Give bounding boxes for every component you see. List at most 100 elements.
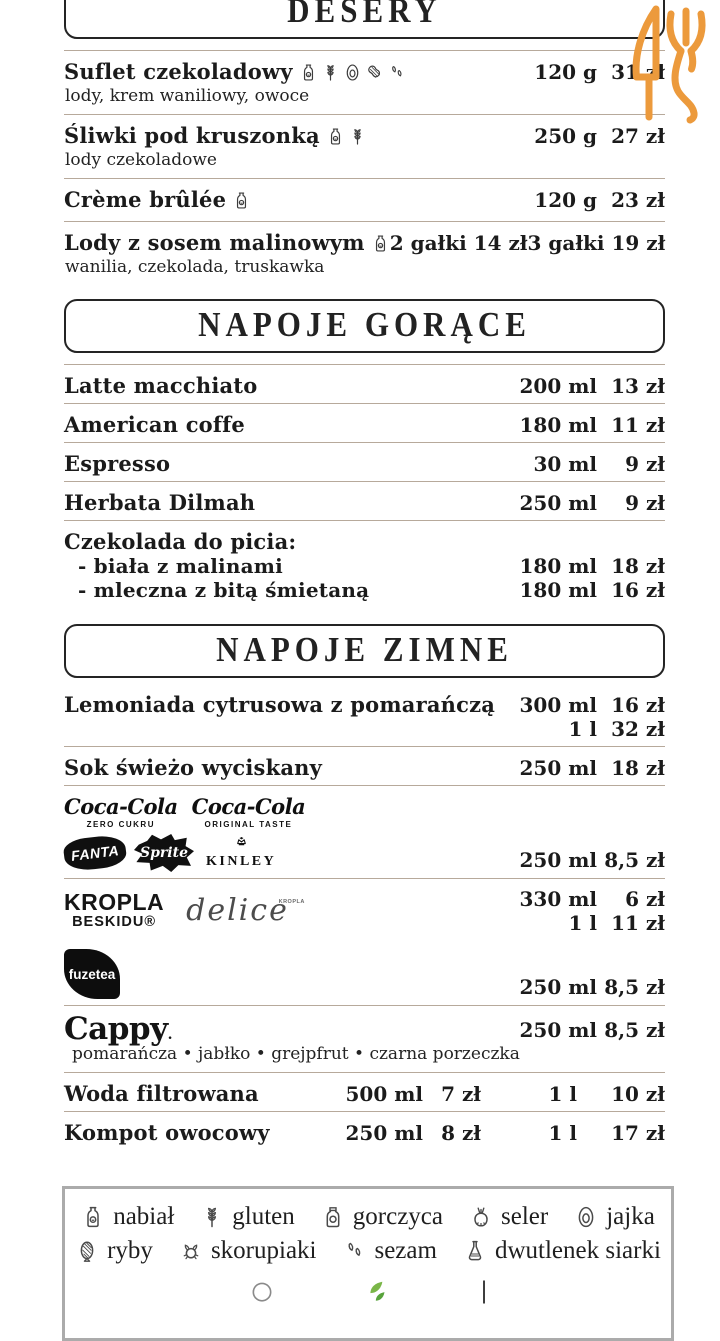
divider [64, 442, 665, 443]
item-volume: 250 ml [519, 756, 597, 780]
legend-row-3-clipped: | [71, 1274, 665, 1308]
menu-item-fuzetea: fuzetea 250 ml 8,5 zł [64, 941, 665, 1005]
menu-item: Czekolada do picia: - biała z malinami 1… [64, 521, 665, 610]
milk-icon [371, 234, 390, 253]
item-volume-2: 1 l [548, 1121, 577, 1145]
sesame-icon [342, 1239, 366, 1263]
item-name: Czekolada do picia: [64, 529, 297, 554]
egg-icon [343, 63, 362, 82]
item-volume: 250 ml [519, 491, 597, 515]
item-price: 8,5 zł [604, 975, 665, 999]
divider [64, 520, 665, 521]
mustard-icon [321, 1205, 345, 1229]
item-price: 27 zł [611, 124, 665, 148]
item-price: 8,5 zł [604, 848, 665, 872]
divider [64, 481, 665, 482]
item-volume-2: 1 l [548, 1082, 577, 1106]
section-title: DESERY [287, 0, 442, 31]
menu-item-soft-drinks: Coca-Cola ZERO CUKRU Coca-Cola ORIGINAL … [62, 786, 665, 878]
celery-icon [469, 1205, 493, 1229]
soy-icon [249, 1278, 275, 1304]
item-price-option-1: 2 gałki 14 zł [389, 231, 528, 255]
menu-item: Latte macchiato 200 ml 13 zł [64, 365, 665, 403]
egg-icon [574, 1205, 598, 1229]
divider [64, 178, 665, 179]
legend-label: gluten [232, 1203, 295, 1230]
menu-item: Espresso 30 ml 9 zł [64, 443, 665, 481]
crown-icon [235, 836, 248, 849]
item-volume: 250 g [534, 124, 597, 148]
item-price: 7 zł [441, 1082, 481, 1106]
menu-item: Sok świeżo wyciskany 250 ml 18 zł [64, 747, 665, 785]
item-description: wanilia, czekolada, truskawka [65, 257, 325, 277]
menu-item: Herbata Dilmah 250 ml 9 zł [64, 482, 665, 520]
item-price: 13 zł [611, 374, 665, 398]
menu-item: American coffe 180 ml 11 zł [64, 404, 665, 442]
item-price: 9 zł [625, 491, 665, 515]
fish-icon [75, 1239, 99, 1263]
item-name: Herbata Dilmah [64, 490, 256, 515]
gluten-icon [200, 1205, 224, 1229]
milk-icon [326, 127, 345, 146]
menu-item-water: KROPLA BESKIDU® delice KROPLA 330 ml 6 zł … [64, 879, 665, 941]
legend-label: ryby [107, 1237, 153, 1264]
milk-icon [299, 63, 318, 82]
item-volume: 500 ml [345, 1082, 423, 1106]
milk-icon [81, 1205, 105, 1229]
item-volume-2: 1 l [568, 717, 597, 741]
menu-page: DESERY Suflet czekoladowy 120 g 31 zł lo… [62, 0, 665, 1150]
legend-label: skorupiaki [210, 1237, 317, 1264]
legend-label: nabiał [113, 1203, 175, 1230]
item-name: American coffe [64, 412, 245, 437]
menu-item: Kompot owocowy 250 ml 8 zł 1 l 17 zł [64, 1112, 665, 1150]
legend-label: gorczyca [352, 1203, 443, 1230]
item-price: 23 zł [611, 188, 665, 212]
item-description: pomarańcza • jabłko • grejpfrut • czarna… [72, 1044, 520, 1064]
menu-item: Śliwki pod kruszonką 250 g 27 zł lody cz… [64, 115, 665, 178]
item-price: 8 zł [441, 1121, 481, 1145]
fork-knife-logo [632, 5, 706, 124]
sub-item-volume: 180 ml [519, 578, 597, 602]
item-description: lody, krem waniliowy, owoce [65, 86, 310, 106]
divider [64, 403, 665, 404]
allergen-legend: nabiał gluten gorczyca seler jajka ryby … [62, 1186, 674, 1341]
item-volume: 30 ml [533, 452, 597, 476]
item-name: Woda filtrowana [64, 1081, 259, 1106]
milk-icon [232, 191, 251, 210]
divider [64, 364, 665, 365]
crab-icon [179, 1239, 203, 1263]
sub-item-name: - mleczna z bitą śmietaną [78, 578, 370, 602]
coca-cola-original-logo: Coca-Cola ORIGINAL TASTE [191, 794, 306, 829]
legend-row-2: ryby skorupiaki sezam dwutlenek siarki [71, 1234, 665, 1268]
divider [64, 114, 665, 115]
legend-label: sezam [374, 1237, 437, 1264]
section-header-napoje-zimne: NAPOJE ZIMNE [64, 624, 665, 678]
divider [64, 1005, 665, 1006]
gluten-icon [348, 127, 367, 146]
menu-item: Suflet czekoladowy 120 g 31 zł lody, kre… [64, 51, 665, 114]
item-volume: 120 g [534, 188, 597, 212]
sub-item-volume: 180 ml [519, 554, 597, 578]
item-volume: 200 ml [519, 374, 597, 398]
menu-item: Woda filtrowana 500 ml 7 zł 1 l 10 zł [64, 1073, 665, 1111]
item-price-2: 10 zł [611, 1082, 665, 1106]
item-name: Latte macchiato [64, 373, 258, 398]
item-name: Suflet czekoladowy [64, 59, 293, 84]
item-price: 16 zł [611, 693, 665, 717]
item-volume: 120 g [534, 60, 597, 84]
divider [64, 50, 665, 51]
divider [64, 1111, 665, 1112]
kinley-logo: KINLEY [206, 836, 276, 870]
divider [64, 221, 665, 222]
divider [64, 1072, 665, 1073]
item-volume: 250 ml [519, 975, 597, 999]
item-volume-2: 1 l [568, 911, 597, 935]
kropla-beskidu-logo: KROPLA BESKIDU® [64, 889, 165, 931]
legend-row-1: nabiał gluten gorczyca seler jajka [71, 1200, 665, 1234]
divider [64, 785, 665, 786]
cappy-logo: Cappy. [64, 1011, 173, 1047]
sub-item-name: - biała z malinami [78, 554, 283, 578]
fuzetea-logo: fuzetea [64, 949, 120, 999]
kropla-delice-logo: delice KROPLA [186, 893, 305, 929]
sulfur-dioxide-icon [463, 1239, 487, 1263]
